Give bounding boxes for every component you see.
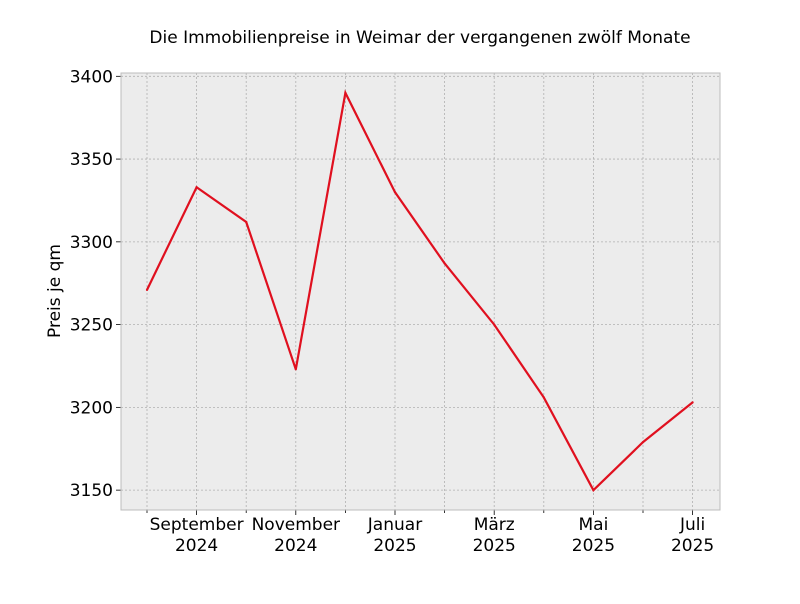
data-point [245,220,248,224]
x-tick-label-year: 2025 [572,536,615,556]
data-point [443,262,446,265]
data-point [195,186,198,189]
x-tick-label: Januar 2025 [367,515,422,556]
data-point [344,91,347,94]
x-tick-label-year: 2025 [473,536,516,556]
x-tick-label-month: November [252,515,340,535]
x-tick-label-month: September [150,515,244,535]
x-tick-label: März 2025 [473,515,516,556]
x-tick-label-month: März [474,515,515,535]
grid-lines [121,73,720,510]
x-tick-label: September 2024 [150,515,244,556]
data-point [393,191,397,194]
x-tick-label-month: Juli [679,515,705,535]
data-point [493,323,496,326]
x-tick-label-month: Januar [367,515,422,535]
x-tick-label: November 2024 [252,515,340,556]
data-point [145,288,149,291]
data-point [641,441,645,444]
chart-title: Die Immobilienpreise in Weimar der verga… [149,28,690,48]
plot-frame [120,72,721,511]
x-tick-label-year: 2025 [671,536,714,556]
plot-background [121,73,720,510]
data-point [542,396,545,399]
y-tick-label: 3400 [70,67,113,87]
y-axis-label: Preis je qm [45,244,65,338]
data-point [691,401,694,404]
data-point [294,368,297,371]
y-tick-label: 3150 [70,481,113,501]
data-point [592,489,595,492]
y-tick-label: 3200 [70,398,113,418]
x-tick-label-month: Mai [578,515,608,535]
y-tick-label: 3250 [70,316,113,336]
x-tick-label-year: 2024 [175,536,218,556]
x-tick-label: Mai 2025 [572,515,615,556]
y-tick-label: 3300 [70,233,113,253]
series-line [146,89,694,492]
x-tick-label-year: 2024 [274,536,317,556]
y-tick-label: 3350 [70,150,113,170]
x-tick-label-year: 2025 [373,536,416,556]
x-tick-label: Juli 2025 [671,515,714,556]
series-layer [145,89,694,492]
